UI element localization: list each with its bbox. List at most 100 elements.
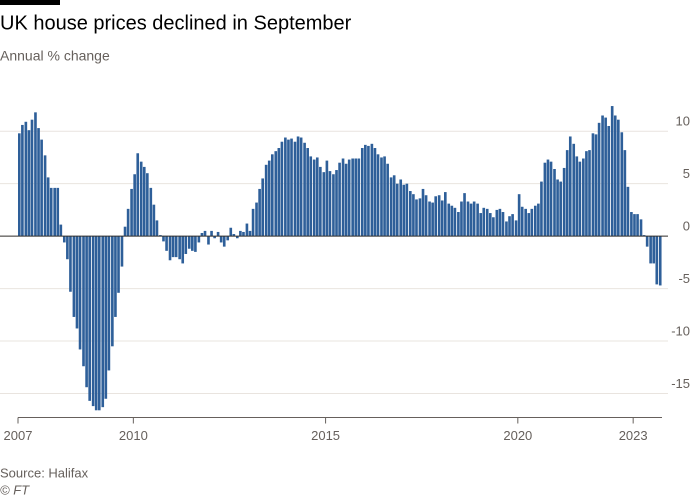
bar bbox=[364, 144, 367, 237]
brand-bar bbox=[0, 0, 60, 5]
bar bbox=[424, 195, 428, 237]
bar bbox=[642, 235, 646, 237]
bar bbox=[655, 236, 659, 285]
bar bbox=[630, 212, 633, 237]
y-tick-label: 0 bbox=[683, 219, 690, 234]
bar bbox=[591, 133, 595, 237]
bar bbox=[412, 194, 415, 237]
bar bbox=[514, 220, 518, 237]
bar bbox=[75, 236, 79, 329]
bar bbox=[319, 166, 322, 237]
bar bbox=[597, 122, 601, 237]
bar bbox=[222, 236, 226, 247]
bar bbox=[553, 168, 556, 237]
bar bbox=[178, 236, 181, 260]
y-tick-label: 5 bbox=[683, 166, 690, 181]
bar bbox=[117, 236, 120, 293]
y-tick-label: -10 bbox=[671, 323, 690, 338]
bar bbox=[126, 208, 130, 237]
bar bbox=[537, 203, 540, 237]
bar bbox=[530, 208, 534, 237]
bar bbox=[159, 235, 162, 237]
bar bbox=[43, 155, 47, 237]
bar bbox=[203, 230, 207, 237]
bar bbox=[485, 208, 489, 237]
bar bbox=[277, 148, 281, 237]
bar bbox=[367, 145, 370, 237]
bar bbox=[245, 223, 249, 237]
bar bbox=[62, 236, 66, 243]
bar bbox=[133, 174, 136, 237]
bar bbox=[402, 184, 406, 237]
bar bbox=[111, 236, 114, 347]
bar bbox=[623, 150, 627, 237]
bar bbox=[136, 153, 140, 237]
y-tick-label: -15 bbox=[671, 376, 690, 391]
chart-subtitle: Annual % change bbox=[0, 48, 110, 64]
bar bbox=[184, 236, 188, 254]
bar bbox=[409, 191, 412, 237]
bar bbox=[235, 236, 239, 239]
bar bbox=[146, 173, 149, 237]
bar bbox=[431, 202, 434, 237]
bar bbox=[421, 188, 425, 237]
bar bbox=[540, 181, 543, 237]
bar bbox=[594, 134, 598, 237]
x-tick-label: 2007 bbox=[4, 428, 33, 443]
bar bbox=[181, 236, 185, 264]
bar bbox=[357, 158, 361, 237]
bar bbox=[312, 159, 316, 237]
bar bbox=[399, 179, 403, 237]
bar bbox=[82, 236, 85, 367]
bar bbox=[360, 148, 364, 237]
bar bbox=[405, 183, 409, 237]
bar bbox=[370, 143, 374, 237]
bar bbox=[332, 174, 335, 237]
bar bbox=[325, 160, 329, 237]
bar bbox=[565, 150, 569, 237]
bar bbox=[174, 236, 178, 258]
y-tick-label: 10 bbox=[676, 114, 690, 129]
bar bbox=[267, 160, 271, 237]
bar bbox=[578, 161, 582, 237]
bar bbox=[527, 213, 531, 237]
bar bbox=[72, 236, 76, 317]
bar bbox=[49, 187, 53, 237]
bar bbox=[415, 199, 418, 237]
bar bbox=[440, 200, 444, 237]
bar bbox=[463, 193, 466, 237]
bar bbox=[636, 214, 639, 237]
y-tick-label: -5 bbox=[678, 271, 690, 286]
bar bbox=[572, 143, 576, 237]
bar bbox=[168, 236, 172, 261]
bar bbox=[187, 236, 191, 249]
bar bbox=[344, 163, 348, 237]
bar bbox=[546, 159, 550, 237]
bar bbox=[88, 236, 91, 401]
bar bbox=[53, 187, 56, 237]
bar bbox=[293, 141, 297, 237]
x-tick-label: 2015 bbox=[311, 428, 340, 443]
bar bbox=[588, 150, 591, 237]
bar bbox=[479, 213, 483, 237]
bar bbox=[658, 236, 662, 286]
bar bbox=[104, 236, 108, 399]
bar bbox=[210, 230, 213, 237]
bar bbox=[46, 177, 50, 237]
bar bbox=[575, 156, 579, 237]
bar bbox=[322, 172, 326, 237]
source: Source: Halifax bbox=[0, 465, 89, 480]
bar bbox=[335, 170, 338, 237]
bar bbox=[645, 236, 649, 247]
bar bbox=[495, 209, 499, 237]
bar bbox=[652, 236, 656, 264]
bar bbox=[207, 236, 210, 245]
bar bbox=[460, 201, 463, 237]
bar bbox=[380, 157, 383, 237]
bar bbox=[543, 162, 547, 237]
bar bbox=[197, 236, 201, 243]
bar bbox=[200, 232, 204, 237]
bar bbox=[601, 115, 604, 237]
bar bbox=[559, 181, 562, 237]
